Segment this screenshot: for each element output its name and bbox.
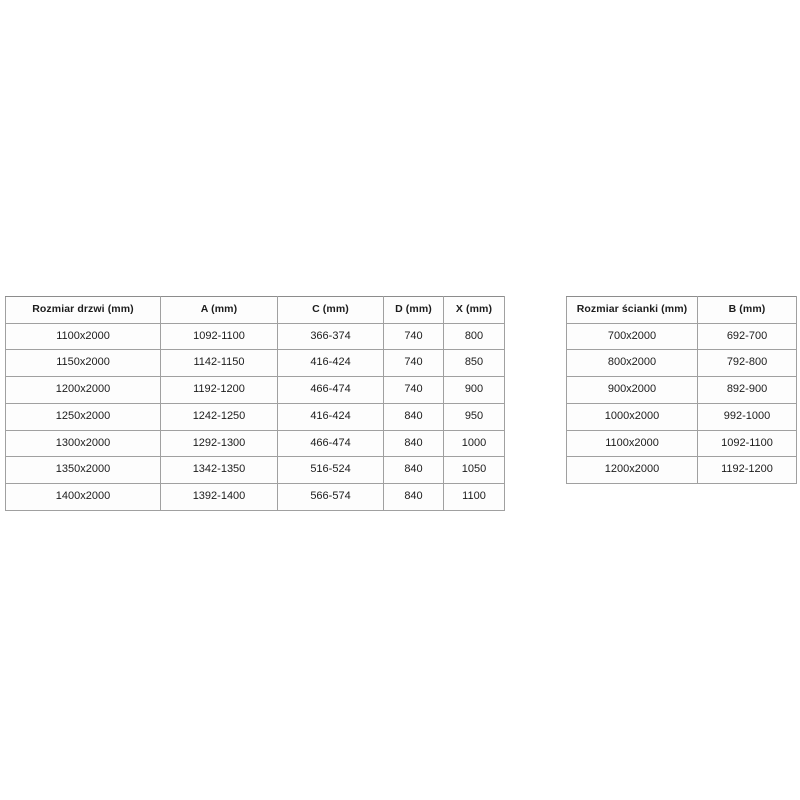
cell-d: 840 — [383, 429, 444, 458]
cell-b: 892-900 — [697, 376, 797, 404]
cell-b: 992-1000 — [697, 402, 797, 431]
column-header-x: X (mm) — [443, 296, 505, 324]
column-header-door-size: Rozmiar drzwi (mm) — [5, 296, 161, 324]
cell-b: 1192-1200 — [697, 456, 797, 484]
cell-b: 792-800 — [697, 349, 797, 378]
cell-door-size: 1250x2000 — [5, 402, 161, 431]
cell-x: 950 — [443, 402, 505, 431]
column-header-c: C (mm) — [277, 296, 384, 324]
column-header-wall-size: Rozmiar ścianki (mm) — [566, 296, 698, 324]
table-row: 1300x2000 1292-1300 466-474 840 1000 — [5, 429, 505, 458]
cell-a: 1092-1100 — [160, 322, 278, 351]
table-row: 1100x2000 1092-1100 — [566, 429, 797, 458]
column-header-a: A (mm) — [160, 296, 278, 324]
table-row: 1150x2000 1142-1150 416-424 740 850 — [5, 349, 505, 378]
cell-d: 840 — [383, 456, 444, 484]
cell-b: 692-700 — [697, 322, 797, 351]
wall-sizes-table: Rozmiar ścianki (mm) B (mm) 700x2000 692… — [566, 296, 797, 484]
table-header-row: Rozmiar drzwi (mm) A (mm) C (mm) D (mm) … — [5, 296, 505, 324]
cell-door-size: 1350x2000 — [5, 456, 161, 484]
cell-a: 1192-1200 — [160, 376, 278, 404]
cell-c: 416-424 — [277, 402, 384, 431]
cell-c: 566-574 — [277, 482, 384, 511]
cell-d: 740 — [383, 349, 444, 378]
cell-wall-size: 1100x2000 — [566, 429, 698, 458]
column-header-b: B (mm) — [697, 296, 797, 324]
cell-c: 466-474 — [277, 376, 384, 404]
cell-c: 466-474 — [277, 429, 384, 458]
cell-door-size: 1300x2000 — [5, 429, 161, 458]
cell-d: 840 — [383, 402, 444, 431]
table-header-row: Rozmiar ścianki (mm) B (mm) — [566, 296, 797, 324]
cell-a: 1242-1250 — [160, 402, 278, 431]
cell-c: 416-424 — [277, 349, 384, 378]
cell-c: 366-374 — [277, 322, 384, 351]
column-header-d: D (mm) — [383, 296, 444, 324]
cell-a: 1142-1150 — [160, 349, 278, 378]
door-sizes-table: Rozmiar drzwi (mm) A (mm) C (mm) D (mm) … — [5, 296, 505, 511]
cell-a: 1292-1300 — [160, 429, 278, 458]
cell-door-size: 1400x2000 — [5, 482, 161, 511]
table-row: 1200x2000 1192-1200 — [566, 456, 797, 484]
cell-door-size: 1150x2000 — [5, 349, 161, 378]
cell-door-size: 1100x2000 — [5, 322, 161, 351]
cell-x: 1050 — [443, 456, 505, 484]
table-row: 1250x2000 1242-1250 416-424 840 950 — [5, 402, 505, 431]
table-row: 900x2000 892-900 — [566, 376, 797, 404]
cell-d: 740 — [383, 322, 444, 351]
cell-x: 800 — [443, 322, 505, 351]
cell-c: 516-524 — [277, 456, 384, 484]
cell-x: 900 — [443, 376, 505, 404]
cell-door-size: 1200x2000 — [5, 376, 161, 404]
table-row: 1400x2000 1392-1400 566-574 840 1100 — [5, 482, 505, 511]
cell-b: 1092-1100 — [697, 429, 797, 458]
cell-wall-size: 900x2000 — [566, 376, 698, 404]
cell-wall-size: 800x2000 — [566, 349, 698, 378]
cell-d: 740 — [383, 376, 444, 404]
cell-wall-size: 1000x2000 — [566, 402, 698, 431]
cell-x: 1000 — [443, 429, 505, 458]
table-row: 1000x2000 992-1000 — [566, 402, 797, 431]
cell-x: 1100 — [443, 482, 505, 511]
cell-wall-size: 1200x2000 — [566, 456, 698, 484]
cell-a: 1392-1400 — [160, 482, 278, 511]
table-row: 1200x2000 1192-1200 466-474 740 900 — [5, 376, 505, 404]
cell-d: 840 — [383, 482, 444, 511]
table-row: 800x2000 792-800 — [566, 349, 797, 378]
cell-x: 850 — [443, 349, 505, 378]
table-row: 1350x2000 1342-1350 516-524 840 1050 — [5, 456, 505, 484]
table-row: 1100x2000 1092-1100 366-374 740 800 — [5, 322, 505, 351]
cell-a: 1342-1350 — [160, 456, 278, 484]
table-row: 700x2000 692-700 — [566, 322, 797, 351]
cell-wall-size: 700x2000 — [566, 322, 698, 351]
